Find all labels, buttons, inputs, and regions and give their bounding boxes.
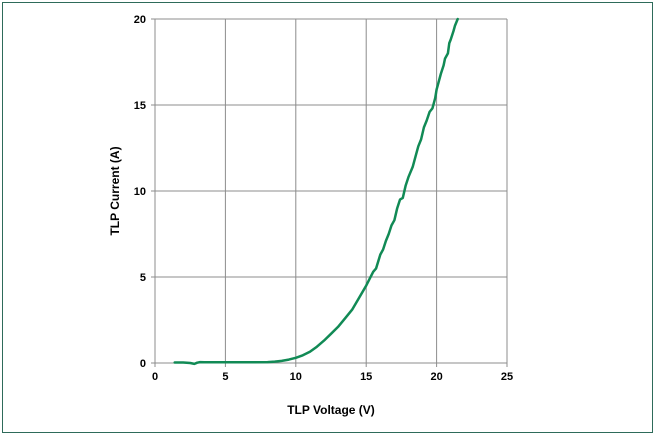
y-tick-label: 5: [140, 272, 146, 284]
y-axis-title: TLP Current (A): [108, 146, 122, 235]
y-tick-label: 10: [134, 186, 146, 198]
x-axis-title: TLP Voltage (V): [287, 403, 375, 417]
x-tick-label: 15: [360, 371, 372, 383]
axes: [151, 18, 508, 367]
series-line: [173, 17, 459, 366]
data-series: [173, 17, 459, 366]
y-tick-label: 15: [134, 100, 146, 112]
y-tick-label: 0: [140, 358, 146, 370]
x-tick-label: 10: [290, 371, 302, 383]
y-tick-label: 20: [134, 14, 146, 26]
grid-lines: [155, 18, 508, 363]
x-tick-label: 0: [152, 371, 158, 383]
x-tick-label: 25: [501, 371, 513, 383]
tlp-iv-chart: 0 5 10 15 20 25 0 5 10 15 20 TLP Voltage (V) TLP C…: [108, 14, 513, 417]
x-tick-label: 20: [430, 371, 442, 383]
chart-frame: 0 5 10 15 20 25 0 5 10 15 20 TLP Voltage (V) TLP C…: [2, 2, 653, 433]
tick-labels: 0 5 10 15 20 25 0 5 10 15 20: [134, 14, 513, 383]
x-tick-label: 5: [222, 371, 228, 383]
